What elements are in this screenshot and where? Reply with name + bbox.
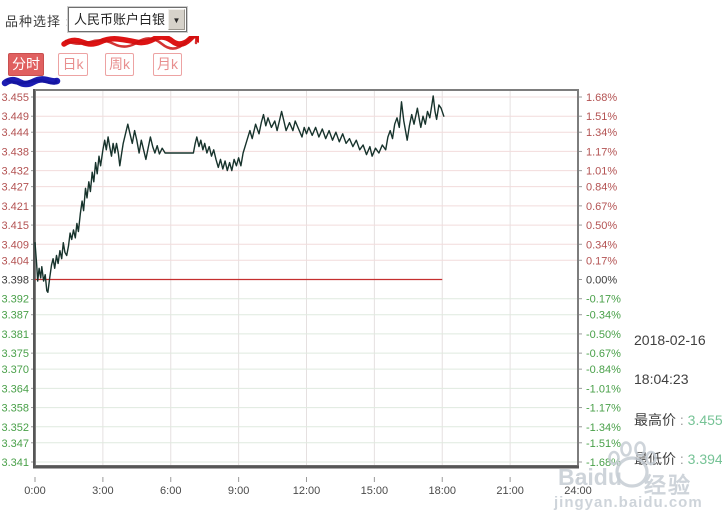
y-axis-percent-label: 0.00%	[586, 275, 617, 287]
y-axis-price-label: 3.398	[1, 275, 29, 287]
y-axis-price-label: 3.347	[1, 438, 29, 450]
x-axis-label: 12:00	[293, 485, 321, 497]
x-axis-label: 21:00	[496, 485, 524, 497]
y-axis-price-label: 3.387	[1, 310, 29, 322]
quote-time: 18:04:23	[634, 371, 689, 387]
y-axis-percent-label: 0.50%	[586, 220, 617, 232]
y-axis-price-label: 3.375	[1, 348, 29, 360]
y-axis-price-label: 3.364	[1, 383, 29, 395]
x-axis-label: 6:00	[160, 485, 181, 497]
y-axis-price-label: 3.415	[1, 220, 29, 232]
high-price-row: 最高价 : 3.455	[634, 410, 722, 430]
y-axis-price-label: 3.455	[1, 92, 29, 104]
y-axis-percent-label: 1.01%	[586, 166, 617, 178]
y-axis-price-label: 3.438	[1, 146, 29, 158]
y-axis-percent-label: -0.84%	[586, 364, 621, 376]
y-axis-percent-label: 1.34%	[586, 127, 617, 139]
y-axis-percent-label: -0.50%	[586, 329, 621, 341]
red-scribble-annotation	[61, 36, 199, 50]
y-axis-price-label: 3.370	[1, 364, 29, 376]
y-axis-price-label: 3.341	[1, 457, 29, 469]
x-axis-label: 3:00	[92, 485, 113, 497]
high-price-label: 最高价	[634, 412, 676, 428]
y-axis-price-label: 3.392	[1, 294, 29, 306]
y-axis-percent-label: 1.51%	[586, 111, 617, 123]
symbol-select[interactable]: 人民币账户白银 ▼	[68, 7, 187, 32]
y-axis-percent-label: -1.68%	[586, 457, 621, 469]
low-price-separator: :	[676, 451, 688, 467]
y-axis-percent-label: -1.01%	[586, 383, 621, 395]
low-price-label: 最低价	[634, 451, 676, 467]
y-axis-price-label: 3.421	[1, 201, 29, 213]
tab-daily-k[interactable]: 日k	[58, 53, 88, 76]
x-axis-label: 15:00	[361, 485, 389, 497]
high-price-value: 3.455	[687, 412, 722, 428]
x-axis-label: 18:00	[428, 485, 456, 497]
high-price-separator: :	[676, 412, 688, 428]
dropdown-arrow-icon[interactable]: ▼	[168, 9, 185, 30]
y-axis-price-label: 3.444	[1, 127, 29, 139]
y-axis-percent-label: 0.17%	[586, 255, 617, 267]
y-axis-percent-label: -0.67%	[586, 348, 621, 360]
y-axis-percent-label: -1.17%	[586, 403, 621, 415]
x-axis-label: 24:00	[564, 485, 592, 497]
price-chart: 0:00 3:00 6:00 9:00 12:00 15:00 18:00 21:00 24:0…	[1, 89, 621, 497]
price-line	[34, 95, 445, 294]
y-axis-percent-label: 0.84%	[586, 182, 617, 194]
y-axis-percent-label: 0.34%	[586, 239, 617, 251]
low-price-value: 3.394	[687, 451, 722, 467]
x-axis-label: 0:00	[24, 485, 45, 497]
tab-weekly-k[interactable]: 周k	[105, 53, 134, 76]
symbol-select-label: 品种选择 :	[5, 14, 71, 29]
y-axis-price-label: 3.352	[1, 422, 29, 434]
y-axis-percent-label: -1.34%	[586, 422, 621, 434]
x-axis-label: 9:00	[228, 485, 249, 497]
symbol-select-value: 人民币账户白银	[74, 12, 166, 27]
y-axis-percent-label: 0.67%	[586, 201, 617, 213]
y-axis-price-label: 3.381	[1, 329, 29, 341]
y-axis-price-label: 3.432	[1, 166, 29, 178]
y-axis-price-label: 3.358	[1, 403, 29, 415]
y-axis-price-label: 3.427	[1, 182, 29, 194]
y-axis-price-label: 3.409	[1, 239, 29, 251]
y-axis-price-label: 3.404	[1, 255, 29, 267]
tab-monthly-k[interactable]: 月k	[153, 53, 182, 76]
y-axis-percent-label: 1.68%	[586, 92, 617, 104]
y-axis-percent-label: -0.17%	[586, 294, 621, 306]
y-axis-price-label: 3.449	[1, 111, 29, 123]
low-price-row: 最低价 : 3.394	[634, 449, 722, 469]
y-axis-percent-label: -0.34%	[586, 310, 621, 322]
quote-date: 2018-02-16	[634, 332, 706, 348]
y-axis-percent-label: 1.17%	[586, 146, 617, 158]
tab-minute[interactable]: 分时	[8, 53, 44, 76]
y-axis-percent-label: -1.51%	[586, 438, 621, 450]
